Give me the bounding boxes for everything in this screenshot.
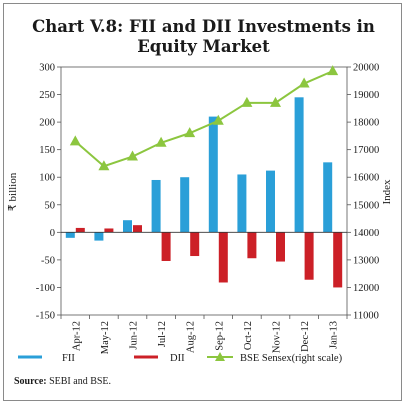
legend-item-fii: FII: [18, 353, 75, 364]
legend-label-dii: DII: [170, 353, 185, 364]
bar-fii: [237, 174, 247, 233]
source-text: SEBI and BSE.: [47, 376, 111, 387]
bar-fii: [208, 116, 218, 233]
y-tick-label: 100: [39, 173, 55, 184]
x-tick-label: Sep-12: [214, 321, 225, 351]
chart-svg: Chart V.8: FII and DII Investments in Eq…: [7, 17, 393, 387]
y2-tick-label: 19000: [353, 90, 379, 101]
bar-fii: [294, 97, 304, 233]
bar-dii: [247, 232, 257, 259]
bar-fii: [323, 162, 333, 233]
point-sensex: [184, 127, 196, 138]
legend-item-dii: DII: [134, 353, 185, 364]
line-sensex: [74, 70, 334, 168]
point-sensex: [127, 150, 138, 161]
y2-tick-label: 16000: [353, 173, 379, 184]
chart-title-line-1: Chart V.8: FII and DII Investments in: [32, 17, 375, 36]
point-sensex: [98, 160, 110, 171]
point-sensex: [327, 65, 339, 76]
legend-label-sensex: BSE Sensex(right scale): [240, 353, 343, 364]
y-tick-label: 150: [39, 145, 55, 156]
y2-tick-label: 11000: [353, 311, 379, 322]
x-tick-label: Jun-12: [129, 321, 140, 350]
bar-dii: [161, 232, 171, 261]
source-note: Source: SEBI and BSE.: [14, 376, 111, 387]
x-tick-label: Apr-12: [71, 321, 82, 351]
legend-label-fii: FII: [62, 353, 75, 364]
plot-area: 300 250 200 150 100 50 0 -50 -100 -150 20000 19000 1…: [36, 63, 380, 355]
legend: FII DII BSE Sensex(right scale): [18, 352, 343, 364]
bar-dii: [333, 232, 343, 288]
y2-tick-label: 12000: [353, 283, 379, 294]
bar-dii: [104, 228, 114, 233]
bar-fii: [180, 177, 190, 233]
plot-frame: [60, 66, 348, 316]
y2-tick-label: 13000: [353, 255, 379, 266]
y-tick-label: 300: [39, 63, 55, 74]
x-tick-label: Oct-12: [243, 321, 254, 350]
point-sensex: [241, 96, 253, 107]
point-sensex: [298, 77, 310, 88]
y-axis-title: ₹ billion: [7, 172, 19, 211]
y2-axis-title: Index: [381, 179, 393, 205]
y2-tick-label: 20000: [353, 63, 379, 74]
bar-fii: [94, 232, 104, 241]
bar-dii: [75, 227, 85, 233]
chart-title-line-2: Equity Market: [137, 37, 270, 56]
bar-dii: [218, 232, 228, 283]
source-label: Source:: [14, 376, 47, 387]
x-tick-label: May-12: [100, 321, 111, 354]
x-tick-label: Aug-12: [186, 321, 197, 353]
bar-fii: [123, 220, 132, 233]
x-tick-label: Dec-12: [300, 321, 311, 352]
y-tick-label: 250: [39, 90, 55, 101]
bar-fii: [151, 179, 161, 233]
y-tick-label: -150: [36, 311, 55, 322]
bar-dii: [304, 232, 314, 280]
x-tick-label: Jan-13: [329, 321, 340, 349]
point-sensex: [155, 136, 167, 147]
bar-fii: [266, 170, 275, 233]
y-tick-label: 200: [39, 118, 55, 129]
y-tick-label: -100: [36, 283, 55, 294]
y-tick-label: 0: [50, 228, 55, 239]
y-tick-label: 50: [45, 200, 56, 211]
bar-fii: [65, 232, 75, 238]
bar-dii: [190, 232, 200, 257]
x-tick-label: Nov-12: [272, 321, 283, 353]
y-tick-label: -50: [41, 255, 55, 266]
legend-item-sensex: BSE Sensex(right scale): [207, 352, 343, 364]
point-sensex: [69, 135, 81, 146]
bar-dii: [276, 232, 285, 262]
x-tick-label: Jul-12: [157, 321, 168, 347]
point-sensex: [270, 96, 281, 107]
y2-tick-label: 17000: [353, 145, 379, 156]
bar-dii: [133, 225, 142, 233]
y2-tick-label: 15000: [353, 200, 379, 211]
point-sensex: [212, 114, 224, 125]
y2-tick-label: 14000: [353, 228, 379, 239]
y2-tick-label: 18000: [353, 118, 379, 129]
chart-frame: Chart V.8: FII and DII Investments in Eq…: [3, 3, 402, 401]
legend-marker-sensex: [215, 352, 225, 361]
